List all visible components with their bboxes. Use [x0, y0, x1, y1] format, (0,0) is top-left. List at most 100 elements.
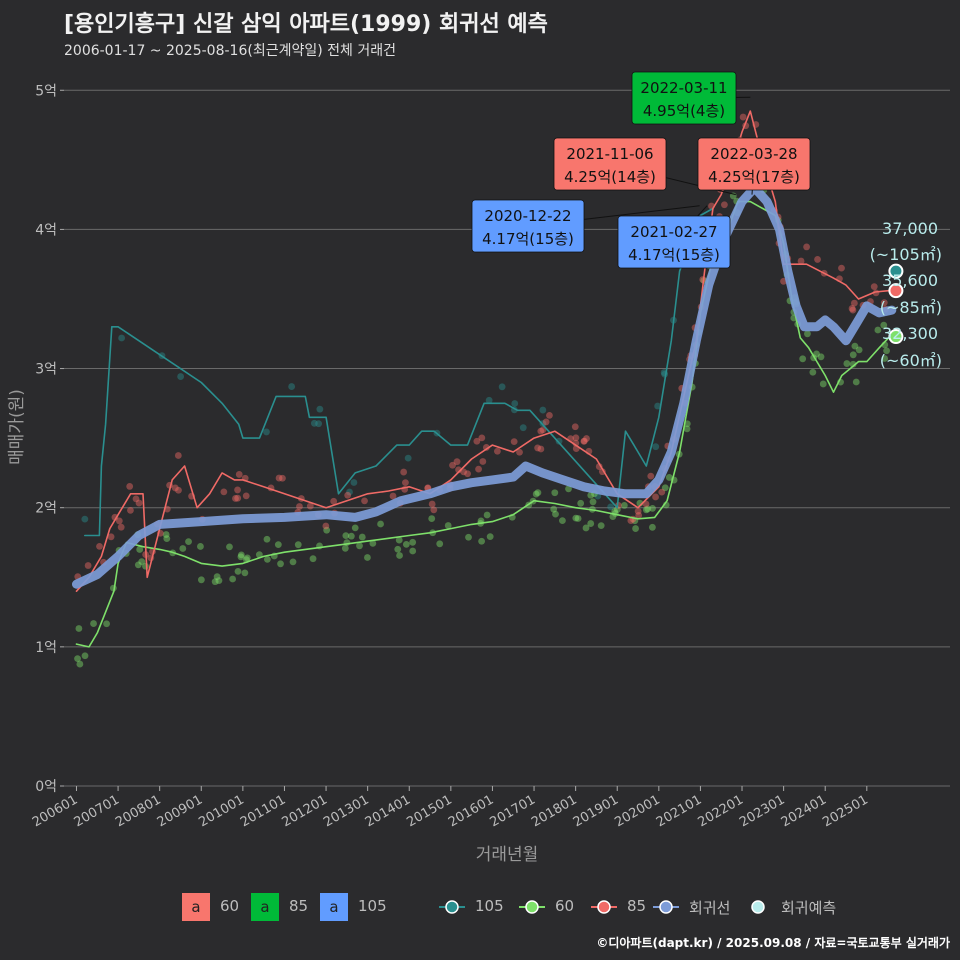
scatter-point-85 [850, 299, 858, 307]
scatter-point-60 [551, 489, 559, 497]
series-line-105 [84, 207, 714, 537]
scatter-point-60 [74, 655, 81, 663]
scatter-point-85 [516, 448, 523, 456]
scatter-point-85 [279, 474, 286, 482]
scatter-point-85 [171, 484, 179, 492]
chart-subtitle: 2006-01-17 ~ 2025-08-16(최근계약일) 전체 거래건 [64, 43, 396, 59]
scatter-point-60 [277, 560, 284, 568]
scatter-point-60 [642, 506, 650, 514]
scatter-point-60 [534, 489, 542, 497]
scatter-point-60 [323, 526, 331, 534]
annotation-date: 2020-12-22 [484, 207, 571, 225]
scatter-point-105 [177, 373, 185, 380]
scatter-point-60 [589, 498, 597, 506]
scatter-point-85 [478, 434, 486, 442]
scatter-point-60 [309, 555, 317, 563]
forecast-value: 32,300 [882, 324, 938, 343]
scatter-point-85 [296, 503, 303, 510]
x-tick-label: 201801 [529, 792, 579, 830]
scatter-point-105 [519, 424, 527, 432]
scatter-point-60 [649, 504, 656, 512]
scatter-point-85 [510, 438, 518, 446]
scatter-point-60 [402, 540, 410, 548]
scatter-point-60 [162, 531, 170, 538]
scatter-point-85 [275, 474, 283, 482]
scatter-point-105 [316, 405, 324, 413]
scatter-point-60 [377, 520, 384, 528]
scatter-point-85 [572, 434, 580, 442]
scatter-point-60 [395, 536, 403, 544]
scatter-point-85 [449, 461, 456, 469]
scatter-point-85 [739, 113, 747, 121]
scatter-point-85 [322, 522, 330, 530]
scatter-point-60 [582, 524, 590, 532]
scatter-point-85 [848, 305, 856, 312]
annotation-price: 4.17억(15층) [482, 230, 574, 248]
scatter-point-60 [852, 378, 860, 386]
circle-icon [751, 900, 765, 914]
scatter-point-60 [550, 505, 558, 513]
scatter-point-60 [813, 350, 820, 358]
x-tick-label: 201901 [571, 792, 621, 830]
scatter-point-60 [632, 525, 639, 532]
scatter-point-85 [658, 488, 666, 496]
scatter-point-60 [356, 542, 363, 550]
scatter-point-85 [453, 458, 461, 466]
scatter-point-85 [580, 437, 588, 445]
scatter-point-105 [607, 503, 615, 511]
x-tick-label: 202501 [820, 792, 870, 830]
circle-line-icon [519, 900, 545, 914]
scatter-point-60 [234, 567, 242, 575]
scatter-point-60 [211, 578, 219, 586]
annotation-price: 4.25억(14층) [564, 168, 656, 186]
scatter-point-85 [797, 257, 805, 265]
scatter-point-85 [583, 435, 590, 442]
scatter-point-60 [138, 558, 146, 566]
scatter-point-60 [572, 514, 580, 522]
scatter-point-60 [90, 620, 97, 627]
series-line-60 [75, 200, 891, 648]
scatter-point-85 [402, 479, 409, 487]
scatter-point-85 [814, 256, 821, 263]
forecast-area: (~85㎡) [880, 298, 942, 317]
scatter-point-60 [620, 502, 628, 509]
legend-label: 60 [555, 897, 575, 915]
legend-label: 105 [358, 897, 387, 915]
scatter-point-85 [537, 427, 545, 435]
x-tick-label: 202301 [737, 792, 787, 830]
scatter-point-60 [881, 355, 889, 362]
scatter-point-60 [428, 515, 436, 522]
x-tick-label: 202101 [654, 792, 704, 830]
legend-marker [751, 900, 765, 914]
y-tick-label: 3억 [35, 362, 57, 378]
scatter-point-60 [163, 535, 171, 543]
scatter-point-105 [310, 419, 318, 427]
circle-line-icon [439, 900, 465, 914]
scatter-point-60 [75, 625, 83, 632]
scatter-point-85 [235, 471, 243, 478]
scatter-point-60 [274, 541, 282, 548]
scatter-point-60 [665, 474, 673, 481]
annotation-box [553, 137, 667, 191]
scatter-point-60 [804, 330, 811, 338]
scatter-point-85 [493, 447, 501, 455]
scatter-point-85 [344, 491, 352, 499]
annotation-date: 2022-03-28 [710, 145, 797, 163]
circle-line-icon [591, 900, 617, 914]
scatter-point-60 [880, 321, 888, 329]
scatter-point-60 [369, 539, 377, 547]
scatter-point-85 [482, 444, 490, 451]
scatter-point-60 [294, 541, 302, 549]
scatter-point-60 [197, 576, 205, 584]
scatter-point-60 [649, 523, 656, 531]
legend-label: 85 [289, 897, 309, 915]
series-lines [72, 110, 897, 648]
scatter-point-105 [404, 454, 412, 462]
scatter-point-60 [849, 351, 857, 359]
scatter-point-60 [394, 545, 402, 553]
scatter-point-85 [803, 243, 811, 251]
scatter-point-60 [263, 555, 271, 563]
scatter-point-60 [809, 368, 817, 376]
legend-marker [597, 900, 611, 914]
scatter-point-60 [213, 573, 221, 581]
